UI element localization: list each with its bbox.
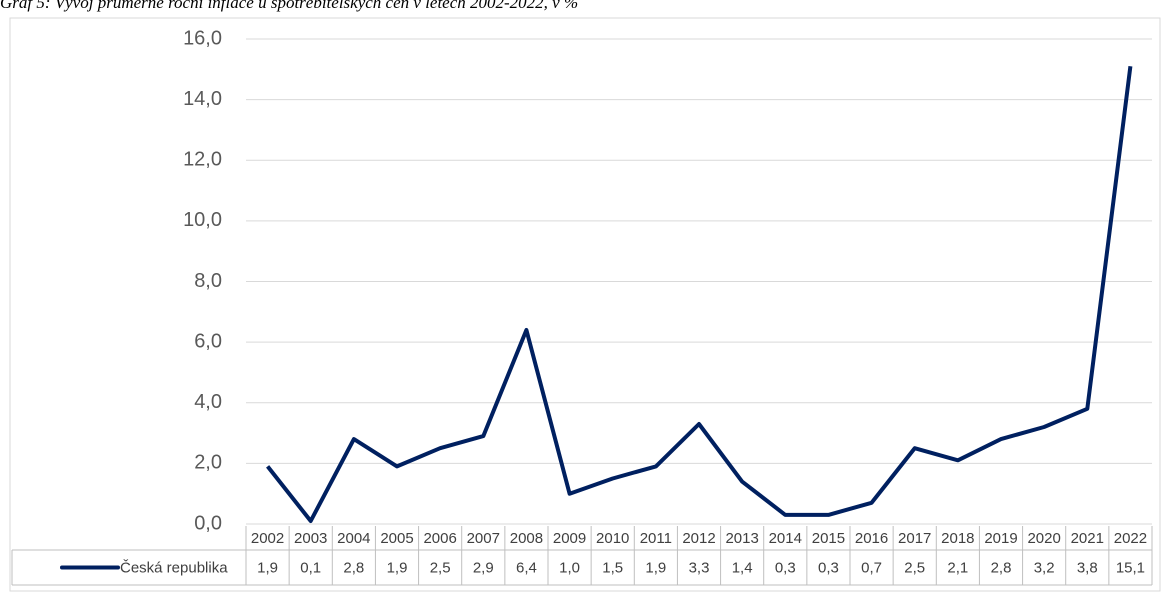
- table-value: 2,5: [904, 559, 925, 576]
- x-tick-label: 2015: [812, 530, 845, 547]
- x-tick-label: 2019: [984, 530, 1017, 547]
- table-value: 2,8: [991, 559, 1012, 576]
- y-tick-label: 6,0: [194, 330, 222, 352]
- x-tick-label: 2009: [553, 530, 586, 547]
- x-tick-label: 2013: [725, 530, 758, 547]
- legend-label: Česká republika: [120, 559, 228, 576]
- table-value: 1,9: [387, 559, 408, 576]
- line: [266, 66, 1133, 523]
- table-value: 0,1: [300, 559, 321, 576]
- x-tick-label: 2022: [1114, 530, 1147, 547]
- table-value: 2,8: [343, 559, 364, 576]
- x-tick-label: 2011: [640, 530, 672, 547]
- x-tick-label: 2012: [682, 530, 715, 547]
- y-tick-label: 12,0: [183, 149, 222, 171]
- y-tick-label: 0,0: [194, 512, 222, 534]
- table-value: 1,4: [732, 559, 753, 576]
- x-tick-label: 2008: [510, 530, 543, 547]
- table-value: 2,1: [947, 559, 968, 576]
- y-tick-label: 2,0: [194, 452, 222, 474]
- table-value: 1,9: [645, 559, 666, 576]
- x-tick-label: 2006: [423, 530, 456, 547]
- x-tick-label: 2003: [294, 530, 327, 547]
- table-value: 0,3: [775, 559, 796, 576]
- table-value: 3,3: [689, 559, 710, 576]
- x-tick-label: 2007: [467, 530, 500, 547]
- table-value: 2,9: [473, 559, 494, 576]
- x-tick-label: 2004: [337, 530, 370, 547]
- table-value: 3,2: [1034, 559, 1055, 576]
- y-tick-label: 16,0: [183, 27, 222, 49]
- y-tick-label: 4,0: [194, 391, 222, 413]
- x-tick-label: 2010: [596, 530, 629, 547]
- y-tick-label: 14,0: [183, 88, 222, 110]
- table-value: 1,0: [559, 559, 580, 576]
- x-tick-label: 2005: [380, 530, 413, 547]
- x-tick-label: 2017: [898, 530, 931, 547]
- chart-title: Graf 5: Vývoj průměrné roční inflace u s…: [0, 0, 578, 12]
- table-value: 15,1: [1116, 559, 1145, 576]
- x-tick-label: 2016: [855, 530, 888, 547]
- x-tick-label: 2021: [1071, 530, 1104, 547]
- y-tick-label: 8,0: [194, 270, 222, 292]
- table-value: 1,9: [257, 559, 278, 576]
- table-value: 0,3: [818, 559, 839, 576]
- table-value: 6,4: [516, 559, 537, 576]
- chart-frame: [9, 17, 1161, 592]
- x-tick-label: 2014: [769, 530, 802, 547]
- table-value: 1,5: [602, 559, 623, 576]
- x-tick-label: 2018: [941, 530, 974, 547]
- table-value: 3,8: [1077, 559, 1098, 576]
- x-tick-label: 2020: [1027, 530, 1060, 547]
- table-value: 2,5: [430, 559, 451, 576]
- table-value: 0,7: [861, 559, 882, 576]
- x-tick-label: 2002: [251, 530, 284, 547]
- y-tick-label: 10,0: [183, 209, 222, 231]
